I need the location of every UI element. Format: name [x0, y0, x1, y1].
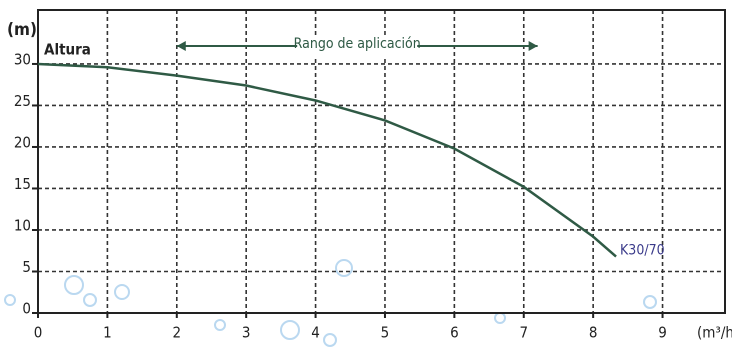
y-tick-label: 20 — [14, 133, 31, 151]
bubble — [64, 275, 84, 295]
y-tick-label: 0 — [22, 300, 31, 318]
x-tick-label: 7 — [519, 324, 528, 342]
bubble — [643, 295, 657, 309]
x-tick-label: 8 — [589, 324, 598, 342]
y-tick-label: 5 — [22, 258, 31, 276]
x-tick-label: 6 — [450, 324, 459, 342]
curve — [37, 62, 617, 258]
series-label: K30/70 — [620, 243, 665, 259]
bubble — [494, 312, 506, 324]
range-label: Rango de aplicación — [294, 36, 421, 52]
arrow-head — [176, 41, 186, 51]
y-tick-label: 10 — [14, 216, 31, 234]
x-axis-unit: (m³/h — [697, 324, 732, 342]
x-tick-label: 9 — [658, 324, 667, 342]
bubble — [114, 284, 130, 300]
background-bubbles — [4, 259, 657, 347]
y-axis-unit: (m) — [7, 20, 37, 40]
y-axis-title: Altura — [44, 41, 91, 59]
y-tick-label: 30 — [14, 50, 31, 68]
bubble — [280, 320, 300, 340]
arrow-head — [528, 41, 538, 51]
y-tick-label: 15 — [14, 175, 31, 193]
x-tick-label: 3 — [242, 324, 251, 342]
bubble — [323, 333, 337, 347]
x-tick-label: 0 — [34, 324, 43, 342]
x-tick-label: 4 — [311, 324, 320, 342]
bubble — [335, 259, 353, 277]
plot-frame — [37, 9, 726, 314]
y-tick-label: 25 — [14, 92, 31, 110]
range-label-bg — [297, 36, 418, 56]
bubble — [83, 293, 97, 307]
bubble — [214, 319, 226, 331]
x-tick-label: 5 — [381, 324, 390, 342]
x-tick-label: 1 — [103, 324, 112, 342]
bubble — [4, 294, 16, 306]
x-tick-label: 2 — [172, 324, 181, 342]
